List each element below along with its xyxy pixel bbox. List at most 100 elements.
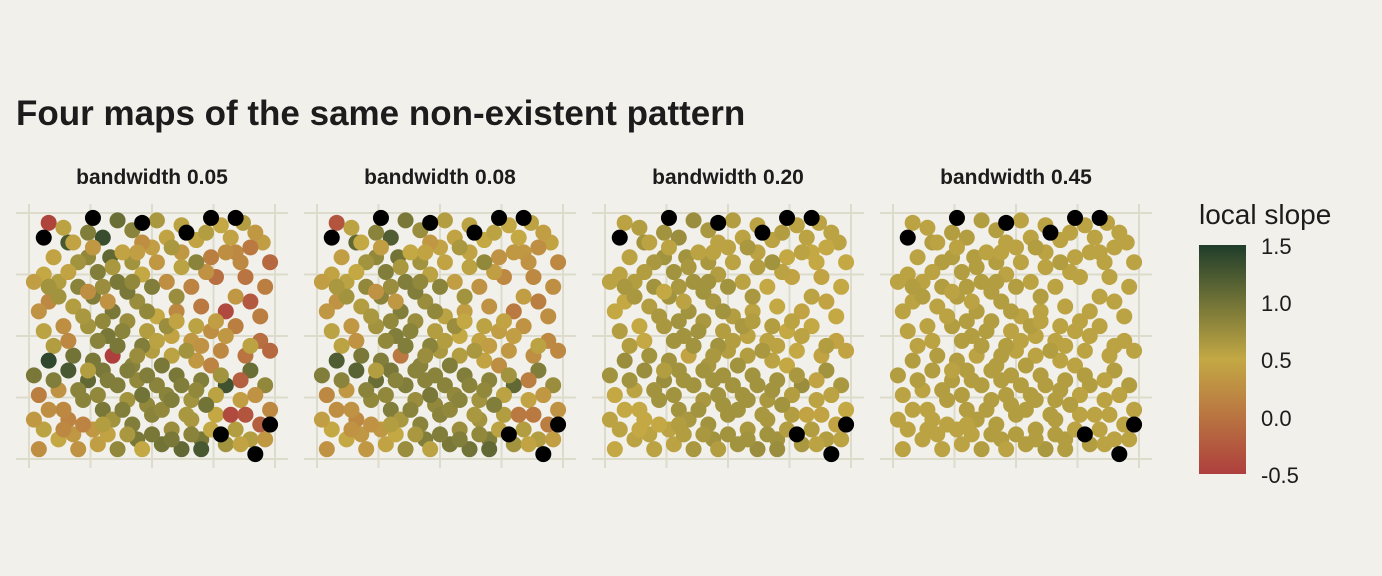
data-point <box>739 391 756 408</box>
data-point <box>139 367 156 384</box>
data-point <box>358 382 375 399</box>
data-point <box>377 387 394 404</box>
data-point <box>212 426 229 443</box>
data-point <box>823 446 840 463</box>
scatter-panel-bandwidth-0-05 <box>16 204 288 468</box>
data-point <box>1037 441 1054 458</box>
data-point <box>207 406 224 423</box>
data-point <box>476 352 493 369</box>
data-point <box>739 431 756 448</box>
data-point <box>803 288 820 305</box>
data-point <box>944 283 961 300</box>
data-point <box>368 224 385 241</box>
data-point <box>491 249 508 266</box>
data-point <box>779 209 796 226</box>
data-point <box>495 313 512 330</box>
data-point <box>1057 337 1074 354</box>
data-point <box>1032 288 1049 305</box>
data-point <box>232 436 249 453</box>
data-point <box>914 288 931 305</box>
data-point <box>153 401 170 418</box>
data-point <box>387 293 404 310</box>
data-point <box>441 401 458 418</box>
data-point <box>1086 406 1103 423</box>
data-point <box>417 293 434 310</box>
data-point <box>500 367 517 384</box>
data-point <box>318 387 335 404</box>
data-point <box>242 293 259 310</box>
data-point <box>333 249 350 266</box>
data-point <box>60 332 77 349</box>
data-point <box>1081 328 1098 344</box>
data-point <box>212 342 229 359</box>
data-point <box>670 401 687 418</box>
data-point <box>109 273 126 290</box>
data-point <box>958 313 975 330</box>
data-point <box>670 313 687 330</box>
panel-title-bandwidth-0-08: bandwidth 0.08 <box>364 166 516 189</box>
data-point <box>134 441 151 458</box>
data-point <box>343 318 360 335</box>
chart-title: Four maps of the same non-existent patte… <box>16 94 746 133</box>
data-point <box>119 362 136 379</box>
data-point <box>50 288 67 305</box>
data-point <box>1106 239 1123 256</box>
data-point <box>35 421 52 438</box>
data-point <box>139 303 156 320</box>
data-point <box>934 382 951 399</box>
data-point <box>550 342 567 359</box>
data-point <box>1101 406 1118 423</box>
data-point <box>899 229 916 246</box>
data-point <box>94 401 111 418</box>
data-point <box>803 318 820 335</box>
data-point <box>1047 278 1064 295</box>
data-point <box>665 436 682 453</box>
data-point <box>729 357 746 374</box>
data-point <box>109 212 126 229</box>
data-point <box>545 431 562 448</box>
data-point <box>793 303 810 320</box>
data-point <box>1027 431 1044 448</box>
data-point <box>1121 377 1138 394</box>
data-point <box>94 278 111 295</box>
data-point <box>685 273 702 290</box>
data-point <box>353 347 370 364</box>
data-point <box>899 323 916 340</box>
data-point <box>1042 342 1059 359</box>
data-point <box>466 224 483 241</box>
data-point <box>70 441 87 458</box>
data-point <box>808 254 825 271</box>
data-point <box>616 352 633 369</box>
data-point <box>909 249 926 266</box>
data-point <box>114 323 131 340</box>
data-point <box>1012 254 1029 271</box>
data-point <box>99 293 116 310</box>
scatter-panel-bandwidth-0-08 <box>304 204 576 468</box>
data-point <box>382 416 399 433</box>
data-point <box>929 234 946 251</box>
data-point <box>397 273 414 290</box>
data-point <box>545 377 562 394</box>
data-point <box>1076 342 1093 359</box>
data-point <box>774 224 791 241</box>
data-point <box>611 323 628 340</box>
data-point <box>550 401 567 418</box>
data-point <box>1116 308 1133 325</box>
data-point <box>446 273 463 290</box>
data-point <box>530 362 547 379</box>
data-point <box>788 367 805 384</box>
data-point <box>641 347 658 364</box>
data-point <box>631 401 648 418</box>
data-point <box>80 362 97 379</box>
data-point <box>432 426 448 443</box>
data-point <box>710 441 727 458</box>
data-point <box>783 313 800 330</box>
data-point <box>173 377 190 394</box>
scatter-panel-bandwidth-0-45 <box>880 204 1152 468</box>
panel-title-bandwidth-0-45: bandwidth 0.45 <box>940 166 1092 189</box>
data-point <box>247 387 264 404</box>
data-point <box>793 244 810 261</box>
data-point <box>193 337 210 354</box>
data-point <box>163 239 180 256</box>
data-point <box>828 308 845 325</box>
